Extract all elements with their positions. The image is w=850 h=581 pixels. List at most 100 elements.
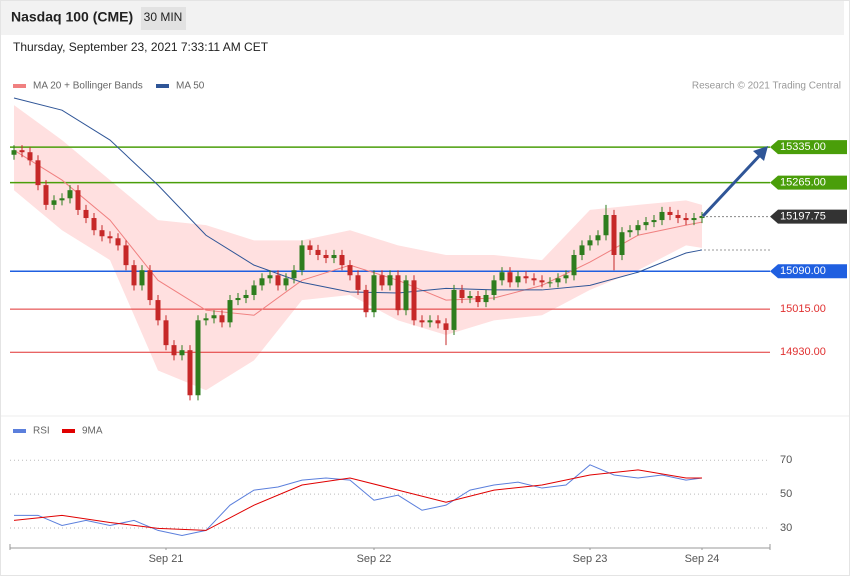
credit: Research © 2021 Trading Central xyxy=(692,81,841,92)
candle-body xyxy=(387,275,393,286)
candle-body xyxy=(227,300,233,323)
level-label: 14930.00 xyxy=(780,346,826,358)
candle-body xyxy=(27,152,33,161)
candle-body xyxy=(59,198,65,201)
candle-body xyxy=(187,350,193,396)
candle-body xyxy=(595,235,601,241)
last-price-label: 15197.75 xyxy=(780,211,826,223)
candle-body xyxy=(19,150,25,153)
legend-label: MA 50 xyxy=(176,81,205,92)
level-tag xyxy=(770,175,847,190)
candle-body xyxy=(283,278,289,286)
level-label: 15265.00 xyxy=(780,177,826,189)
candle-body xyxy=(467,296,473,299)
level-label: 15335.00 xyxy=(780,141,826,153)
candle-body xyxy=(643,222,649,226)
candle-body xyxy=(475,296,481,303)
candle-body xyxy=(555,278,561,283)
candle-body xyxy=(651,220,657,223)
x-tick-label: Sep 23 xyxy=(573,553,608,565)
candle-body xyxy=(611,215,617,255)
candle-body xyxy=(523,276,529,279)
y-tick-label: 30 xyxy=(780,522,792,534)
candle-body xyxy=(603,215,609,236)
candle-body xyxy=(627,230,633,233)
candle-body xyxy=(451,289,457,330)
candle-body xyxy=(107,236,113,239)
candle-body xyxy=(411,280,417,321)
candle-body xyxy=(211,315,217,319)
level-label: 15090.00 xyxy=(780,265,826,277)
candle-body xyxy=(147,270,153,301)
candle-body xyxy=(371,275,377,313)
level-tag xyxy=(770,264,847,279)
candle-body xyxy=(635,225,641,231)
legend-swatch xyxy=(62,429,75,433)
legend-label: MA 20 + Bollinger Bands xyxy=(33,81,143,92)
candle-body xyxy=(563,275,569,279)
legend-swatch xyxy=(13,429,26,433)
candle-body xyxy=(131,265,137,286)
last-price-tag xyxy=(770,209,847,224)
candle-body xyxy=(419,320,425,323)
candle-body xyxy=(691,218,697,221)
candle-body xyxy=(667,211,673,215)
candle-body xyxy=(195,320,201,396)
candle-body xyxy=(395,275,401,311)
candle-body xyxy=(499,272,505,281)
candle-body xyxy=(123,245,129,266)
candle-body xyxy=(659,211,665,221)
candle-body xyxy=(355,275,361,290)
candle-body xyxy=(251,285,257,295)
candle-body xyxy=(307,245,313,250)
candle-body xyxy=(35,160,41,186)
legend-swatch xyxy=(13,84,26,88)
candle-body xyxy=(379,275,385,286)
candle-body xyxy=(363,289,369,313)
plot: MA 20 + Bollinger Bands MA 50 15335.00 1526… xyxy=(9,81,847,565)
candle-body xyxy=(43,185,49,205)
title: Nasdaq 100 (CME) xyxy=(11,9,133,25)
forecast-arrow-head xyxy=(753,146,768,161)
candle-body xyxy=(443,323,449,330)
candle-body xyxy=(155,300,161,321)
level-label: 15015.00 xyxy=(780,303,826,315)
candle-body xyxy=(539,280,545,283)
candle-body xyxy=(243,295,249,299)
candle-body xyxy=(299,245,305,271)
candle-body xyxy=(459,289,465,299)
timeframe: 30 MIN xyxy=(144,10,183,24)
timeframe-box xyxy=(141,7,186,30)
x-tick-label: Sep 21 xyxy=(149,553,184,565)
candle-body xyxy=(291,270,297,279)
candle-body xyxy=(67,190,73,199)
candle-body xyxy=(427,320,433,323)
legend-swatch xyxy=(156,84,169,88)
candle-body xyxy=(579,245,585,255)
candle-body xyxy=(587,240,593,246)
candle-body xyxy=(259,278,265,286)
candle-body xyxy=(267,275,273,279)
candle-body xyxy=(219,315,225,323)
candle-body xyxy=(491,280,497,295)
timestamp: Thursday, September 23, 2021 7:33:11 AM … xyxy=(13,40,269,54)
x-tick-label: Sep 22 xyxy=(357,553,392,565)
candle-body xyxy=(435,320,441,324)
candle-body xyxy=(179,350,185,356)
candle-body xyxy=(75,190,81,210)
candle-body xyxy=(531,278,537,281)
candle-body xyxy=(507,272,513,283)
candle-body xyxy=(483,295,489,303)
y-tick-label: 50 xyxy=(780,488,792,500)
candle-body xyxy=(403,280,409,311)
candle-body xyxy=(675,215,681,219)
candle-body xyxy=(235,298,241,301)
legend-label: RSI xyxy=(33,426,50,437)
candle-body xyxy=(51,200,57,205)
candle-body xyxy=(315,249,321,255)
candle-body xyxy=(323,255,329,259)
series-line xyxy=(13,469,702,531)
forecast-arrow xyxy=(701,151,764,218)
series-line xyxy=(14,464,703,537)
